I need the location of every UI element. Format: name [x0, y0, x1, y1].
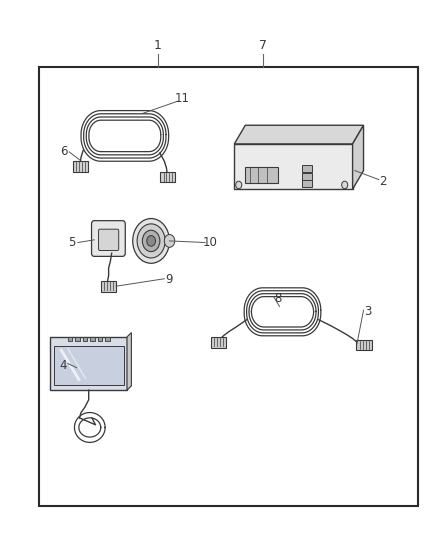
FancyBboxPatch shape	[101, 281, 116, 292]
Bar	[75, 337, 80, 341]
Bar	[54, 346, 124, 385]
Circle shape	[164, 235, 175, 247]
Text: 5: 5	[69, 236, 76, 249]
Bar	[245, 167, 278, 183]
Bar	[302, 165, 312, 172]
Text: 9: 9	[165, 273, 173, 286]
Polygon shape	[234, 125, 364, 144]
Text: 7: 7	[259, 39, 267, 52]
Bar	[83, 337, 87, 341]
Text: 4: 4	[60, 359, 67, 372]
FancyBboxPatch shape	[211, 337, 226, 348]
Bar	[302, 180, 312, 187]
Bar	[105, 337, 110, 341]
Circle shape	[133, 219, 170, 263]
Bar	[234, 144, 353, 189]
Text: 2: 2	[379, 175, 387, 188]
FancyBboxPatch shape	[99, 229, 119, 251]
FancyBboxPatch shape	[73, 161, 88, 172]
Polygon shape	[50, 337, 127, 390]
FancyBboxPatch shape	[160, 172, 175, 182]
Text: 6: 6	[60, 146, 67, 158]
Text: 11: 11	[174, 92, 189, 105]
Circle shape	[147, 236, 155, 246]
Bar	[90, 337, 95, 341]
Circle shape	[137, 224, 165, 258]
Text: 10: 10	[203, 236, 218, 249]
FancyBboxPatch shape	[356, 340, 372, 350]
Polygon shape	[353, 125, 364, 189]
Bar	[302, 173, 312, 180]
Polygon shape	[127, 333, 131, 390]
Bar	[98, 337, 102, 341]
Circle shape	[342, 181, 348, 189]
Text: 8: 8	[275, 292, 282, 305]
Text: 1: 1	[154, 39, 162, 52]
Circle shape	[236, 181, 242, 189]
Circle shape	[142, 230, 160, 252]
Text: 3: 3	[364, 305, 371, 318]
FancyBboxPatch shape	[92, 221, 125, 256]
Bar	[39, 67, 418, 506]
Bar	[68, 337, 72, 341]
